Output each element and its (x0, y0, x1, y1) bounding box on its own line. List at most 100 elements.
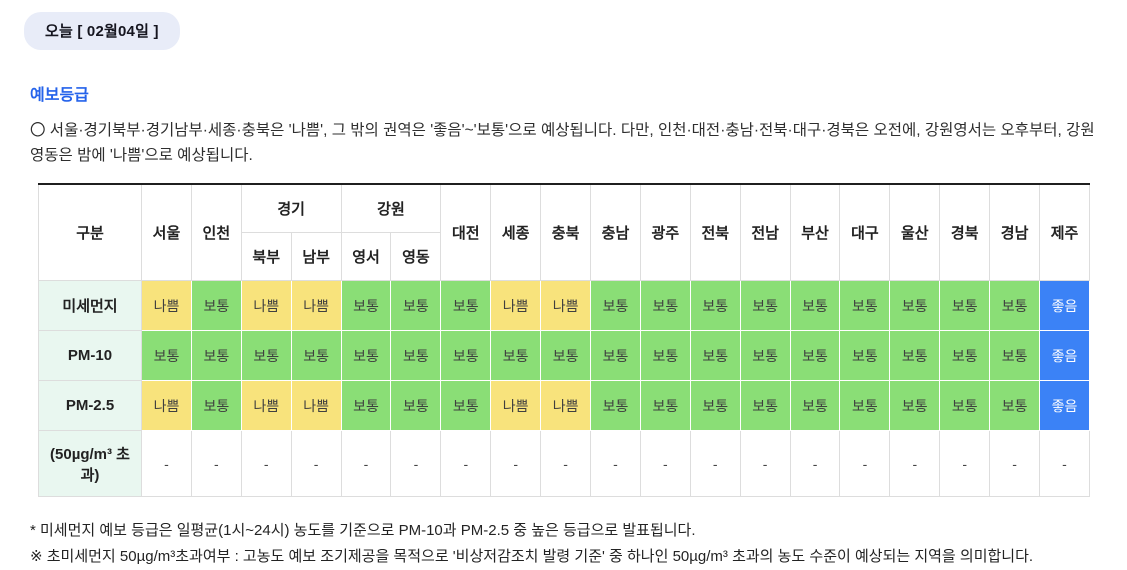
grade-cell: 보통 (440, 330, 492, 381)
grade-cell: 보통 (340, 280, 392, 331)
grade-cell: 보통 (739, 380, 791, 431)
grade-cell: 보통 (190, 280, 242, 331)
grade-cell: 보통 (889, 330, 941, 381)
grade-cell: 보통 (839, 330, 891, 381)
column-header: 세종 (490, 183, 542, 281)
exceedance-cell: - (490, 430, 542, 497)
grade-cell: 보통 (639, 380, 691, 431)
exceedance-cell: - (440, 430, 492, 497)
grade-cell: 보통 (689, 380, 741, 431)
grade-cell: 나쁨 (240, 280, 292, 331)
footnote-exceedance: ※ 초미세먼지 50µg/m³초과여부 : 고농도 예보 조기제공을 목적으로 … (30, 548, 1034, 565)
grade-cell: 보통 (789, 380, 841, 431)
grade-cell: 보통 (739, 330, 791, 381)
grade-cell: 보통 (839, 280, 891, 331)
grade-cell: 보통 (889, 380, 941, 431)
grade-cell: 보통 (290, 330, 342, 381)
table-row: PM-10 보통 보통 보통 보통 보통 보통 보통 보통 보통 보통 보통 보통 보통 보통 보통 보통 보통 보… (38, 330, 1090, 381)
grade-cell: 좋음 (1039, 280, 1090, 331)
row-header: PM-10 (38, 330, 142, 381)
grade-cell: 보통 (141, 330, 192, 381)
footnote-grade-basis: * 미세먼지 예보 등급은 일평균(1시~24시) 농도를 기준으로 PM-10… (30, 522, 696, 539)
grade-cell: 보통 (190, 330, 242, 381)
column-header: 제주 (1039, 183, 1090, 281)
date-tab-today[interactable]: 오늘 [ 02월04일 ] (24, 12, 180, 50)
column-subheader: 영서 (340, 232, 392, 281)
exceedance-cell: - (240, 430, 292, 497)
column-header: 전남 (739, 183, 791, 281)
table-row: 미세먼지 나쁨 보통 나쁨 나쁨 보통 보통 보통 나쁨 나쁨 보통 보통 보통 보통 보통 보통 보통 보통 보통… (38, 280, 1090, 331)
row-header: PM-2.5 (38, 380, 142, 431)
exceedance-cell: - (689, 430, 741, 497)
forecast-table: 구분 서울 인천 경기 강원 대전 세종 충북 충남 광주 전북 전남 부산 대구 울산 경북 경남 제주 북부 남부… (38, 183, 1090, 497)
grade-cell: 보통 (440, 380, 492, 431)
grade-cell: 보통 (939, 380, 991, 431)
column-subheader: 북부 (240, 232, 292, 281)
grade-cell: 보통 (390, 380, 442, 431)
grade-cell: 보통 (340, 380, 392, 431)
exceedance-cell: - (290, 430, 342, 497)
exceedance-cell: - (141, 430, 192, 497)
column-subheader: 남부 (290, 232, 342, 281)
column-header: 경남 (989, 183, 1041, 281)
grade-cell: 보통 (190, 380, 242, 431)
table-row: PM-2.5 나쁨 보통 나쁨 나쁨 보통 보통 보통 나쁨 나쁨 보통 보통 보통 보통 보통 보통 보통 보통… (38, 380, 1090, 431)
column-subheader: 영동 (390, 232, 442, 281)
grade-cell: 나쁨 (141, 280, 192, 331)
row-header: 미세먼지 (38, 280, 142, 331)
grade-cell: 보통 (989, 280, 1041, 331)
grade-cell: 보통 (590, 330, 641, 381)
grade-cell: 보통 (390, 280, 442, 331)
column-header: 광주 (639, 183, 691, 281)
grade-cell: 보통 (590, 380, 641, 431)
forecast-summary: 〇 서울·경기북부·경기남부·세종·충북은 '나쁨', 그 밖의 권역은 '좋음… (30, 122, 1095, 164)
exceedance-cell: - (989, 430, 1041, 497)
exceedance-cell: - (590, 430, 641, 497)
grade-cell: 보통 (789, 330, 841, 381)
grade-cell: 좋음 (1039, 330, 1090, 381)
column-header: 강원 (340, 183, 442, 233)
exceedance-cell: - (540, 430, 592, 497)
grade-cell: 보통 (440, 280, 492, 331)
row-header: (50µg/m³ 초과) (38, 430, 142, 497)
column-header: 충북 (540, 183, 592, 281)
exceedance-cell: - (639, 430, 691, 497)
column-header: 인천 (190, 183, 242, 281)
grade-cell: 보통 (340, 330, 392, 381)
grade-cell: 보통 (639, 280, 691, 331)
table-row: (50µg/m³ 초과) - - - - - - - - - - - - - - - - - - - (38, 430, 1090, 497)
grade-cell: 보통 (639, 330, 691, 381)
column-header: 울산 (889, 183, 941, 281)
grade-cell: 보통 (989, 330, 1041, 381)
grade-cell: 보통 (540, 330, 592, 381)
column-header: 구분 (38, 183, 142, 281)
exceedance-cell: - (390, 430, 442, 497)
exceedance-cell: - (739, 430, 791, 497)
exceedance-cell: - (340, 430, 392, 497)
grade-cell: 보통 (390, 330, 442, 381)
grade-cell: 나쁨 (490, 280, 542, 331)
grade-cell: 나쁨 (540, 280, 592, 331)
grade-cell: 보통 (939, 330, 991, 381)
column-header: 전북 (689, 183, 741, 281)
column-header: 부산 (789, 183, 841, 281)
grade-cell: 보통 (689, 280, 741, 331)
exceedance-cell: - (190, 430, 242, 497)
grade-cell: 보통 (789, 280, 841, 331)
exceedance-cell: - (789, 430, 841, 497)
grade-cell: 보통 (590, 280, 641, 331)
grade-cell: 보통 (739, 280, 791, 331)
grade-cell: 좋음 (1039, 380, 1090, 431)
grade-cell: 보통 (240, 330, 292, 381)
column-header: 경북 (939, 183, 991, 281)
grade-cell: 나쁨 (290, 380, 342, 431)
grade-cell: 나쁨 (290, 280, 342, 331)
grade-cell: 보통 (689, 330, 741, 381)
exceedance-cell: - (1039, 430, 1090, 497)
exceedance-cell: - (939, 430, 991, 497)
grade-cell: 보통 (490, 330, 542, 381)
column-header: 대구 (839, 183, 891, 281)
column-header: 경기 (240, 183, 342, 233)
grade-cell: 보통 (939, 280, 991, 331)
